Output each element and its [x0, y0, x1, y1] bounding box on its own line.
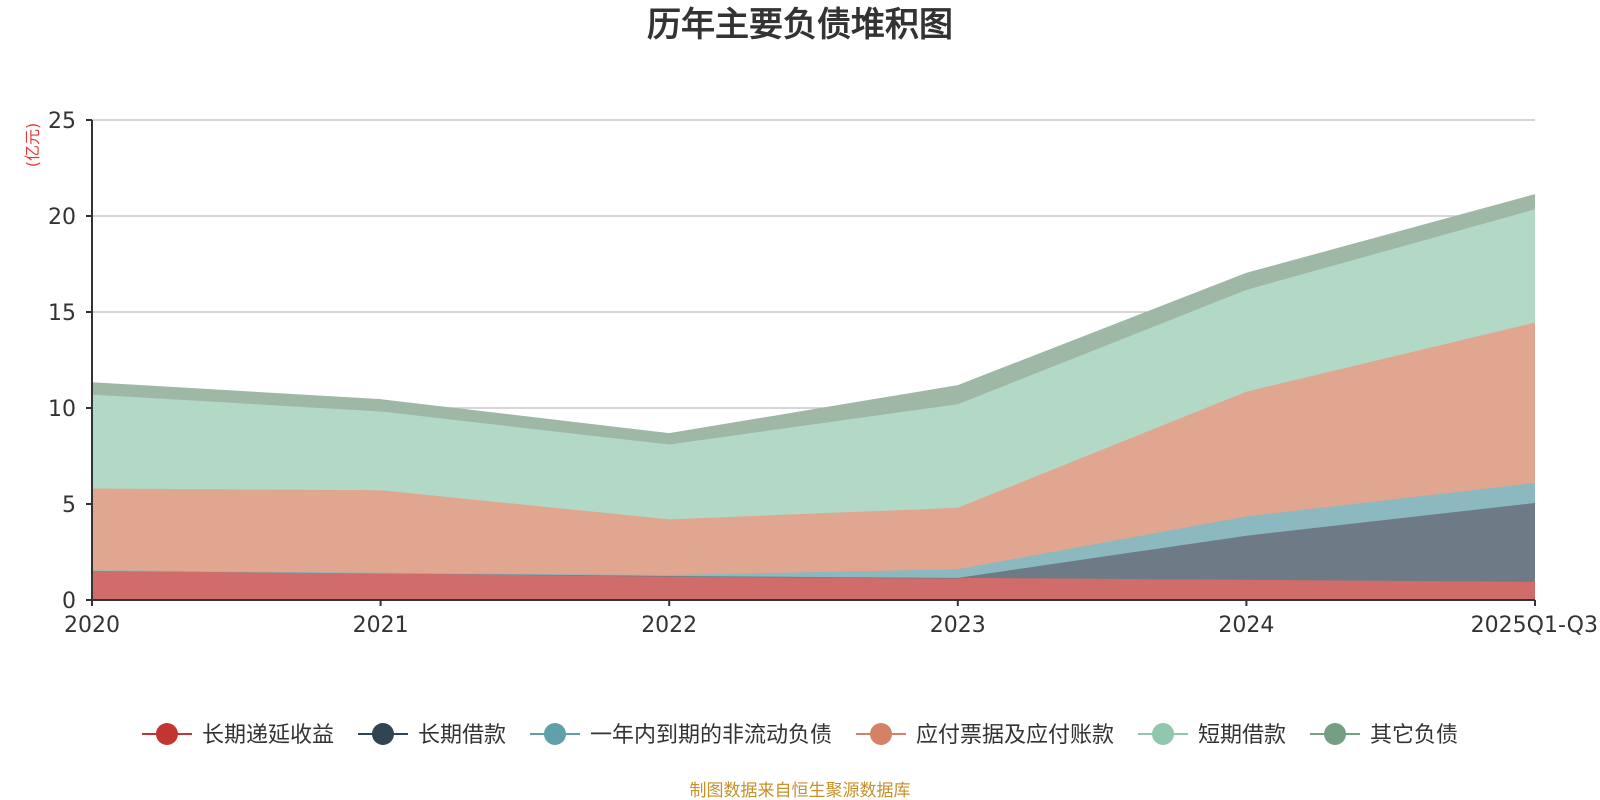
- y-tick-label: 10: [48, 397, 76, 422]
- y-tick-label: 20: [48, 205, 76, 230]
- area-series-3: [92, 322, 1535, 575]
- legend-label: 短期借款: [1198, 723, 1286, 748]
- area-series-edge-5: [91, 194, 1536, 435]
- x-tick-label: 2024: [1218, 613, 1274, 638]
- y-axis-unit-label: (亿元): [23, 123, 42, 168]
- area-series-0: [92, 570, 1535, 600]
- legend-item-5[interactable]: 其它负债: [1310, 723, 1458, 748]
- y-tick-label: 0: [62, 589, 76, 614]
- legend-label: 一年内到期的非流动负债: [590, 723, 832, 748]
- legend-circle-icon: [870, 723, 892, 745]
- legend-item-2[interactable]: 一年内到期的非流动负债: [529, 723, 832, 748]
- x-tick-label: 2025Q1-Q3: [1471, 613, 1598, 638]
- x-tick-label: 2020: [64, 613, 120, 638]
- legend-label: 长期借款: [418, 723, 506, 748]
- y-tick-label: 25: [48, 109, 76, 134]
- area-series-2: [92, 482, 1535, 578]
- legend-circle-icon: [155, 723, 178, 745]
- legend-circle-icon: [543, 723, 566, 745]
- x-tick-label: 2022: [641, 613, 697, 638]
- legend-label: 长期递延收益: [202, 723, 334, 748]
- area-series-1: [92, 503, 1535, 582]
- legend-item-3[interactable]: 应付票据及应付账款: [856, 723, 1114, 748]
- data-source-note: 制图数据来自恒生聚源数据库: [690, 781, 911, 800]
- y-tick-label: 15: [48, 301, 76, 326]
- legend-label: 其它负债: [1370, 723, 1458, 748]
- legend-item-0[interactable]: 长期递延收益: [141, 723, 334, 748]
- axes: 2020 2021 2022 2023 2024 2025Q1-Q3: [64, 119, 1598, 638]
- legend-item-4[interactable]: 短期借款: [1138, 723, 1286, 748]
- legend-circle-icon: [1324, 723, 1347, 745]
- x-tick-label: 2021: [353, 613, 409, 638]
- chart-title: 历年主要负债堆积图: [647, 5, 953, 45]
- x-tick-label: 2023: [930, 613, 986, 638]
- area-series-group: [91, 194, 1536, 600]
- y-tick-label: 5: [62, 493, 76, 518]
- legend-circle-icon: [1152, 723, 1175, 745]
- legend-label: 应付票据及应付账款: [916, 723, 1114, 748]
- area-series-4: [92, 209, 1535, 520]
- legend-circle-icon: [371, 723, 394, 745]
- legend[interactable]: 长期递延收益 长期借款 一年内到期的非流动负债 应付票据及应付账款 短期借款 其它负债: [141, 723, 1458, 748]
- legend-item-1[interactable]: 长期借款: [357, 723, 506, 748]
